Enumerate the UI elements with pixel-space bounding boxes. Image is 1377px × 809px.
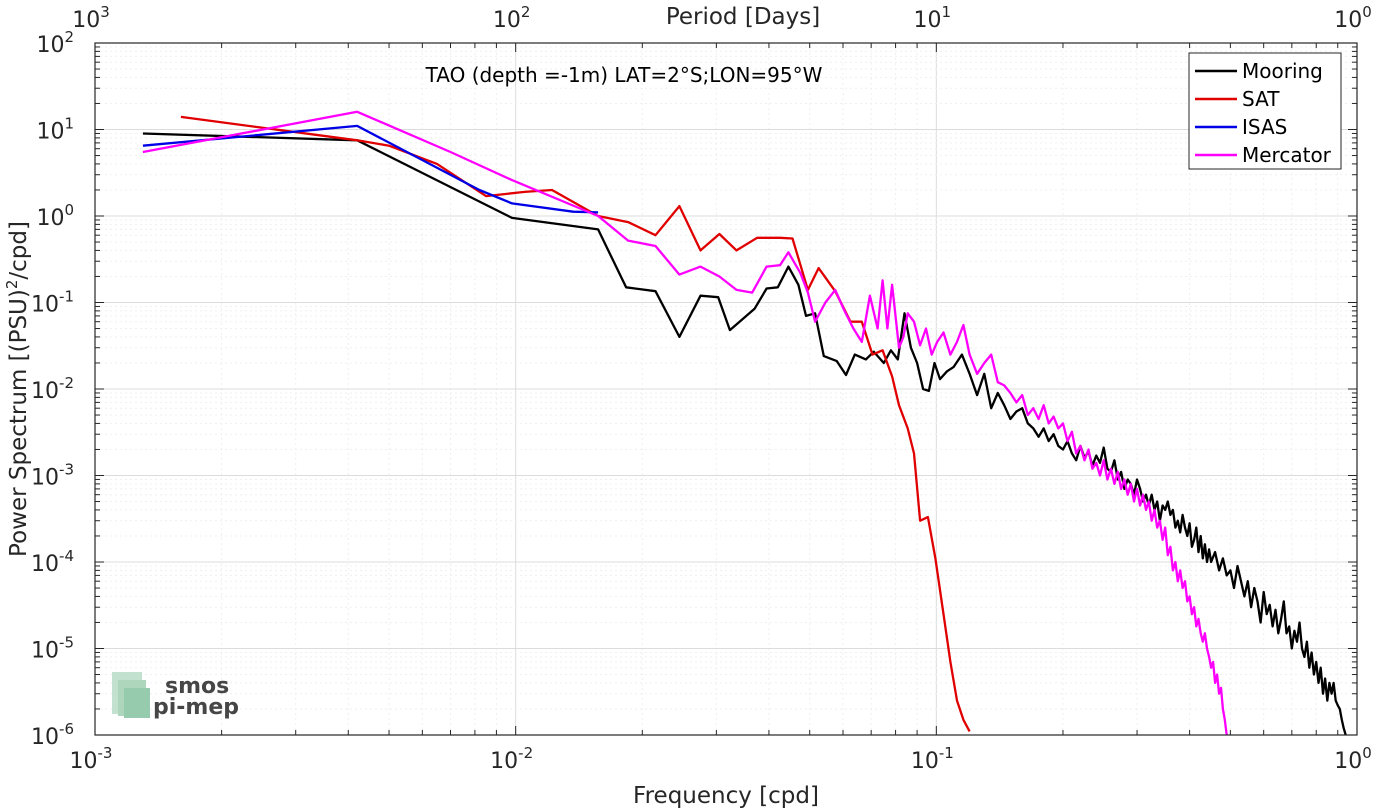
x-axis-label: Frequency [cpd]	[633, 783, 819, 809]
y-tick-label-base: 10	[31, 639, 59, 664]
legend-label-mooring: Mooring	[1242, 59, 1323, 83]
x-tick-labels: 10-3 10-2 10-1 100	[70, 744, 1372, 774]
smos-pi-mep-logo: smos pi-mep	[112, 672, 239, 720]
series-layer	[142, 110, 1347, 736]
y-tick-label-base: 10	[36, 206, 64, 231]
grid	[94, 42, 1358, 736]
legend: Mooring SAT ISAS Mercator	[1188, 52, 1342, 170]
y-tick-label: 101	[36, 115, 74, 145]
x-tick-label-exponent: 0	[1362, 744, 1372, 762]
y-tick-label: 100	[36, 201, 74, 231]
series-mooring-line	[142, 132, 1347, 736]
y-tick-label-exponent: 0	[64, 201, 74, 219]
chart-title: TAO (depth =-1m) LAT=2°S;LON=95°W	[425, 63, 823, 87]
x-tick-label-exponent: -2	[518, 744, 533, 762]
y-tick-label: 10-5	[31, 634, 74, 664]
x2-tick-label: 103	[72, 3, 110, 33]
x-tick-label: 10-1	[911, 744, 954, 774]
y-axis-label-main: Power Spectrum [(PSU)	[6, 289, 32, 557]
x2-tick-label: 100	[1334, 3, 1372, 33]
x-tick-label-base: 10	[490, 749, 518, 774]
y-tick-label: 10-3	[31, 461, 74, 491]
x-tick-label-base: 10	[70, 749, 98, 774]
y-tick-label: 102	[36, 28, 74, 58]
x2-tick-labels: 103 102 101 100	[72, 3, 1372, 33]
y-tick-label-base: 10	[36, 33, 64, 58]
y-tick-label-exponent: -5	[59, 634, 74, 652]
x-tick-label: 10-2	[490, 744, 533, 774]
x2-tick-label-exponent: 1	[942, 3, 952, 21]
x-tick-label: 10-3	[70, 744, 113, 774]
legend-label-isas: ISAS	[1242, 115, 1287, 139]
y-tick-label: 10-1	[31, 288, 74, 318]
y-tick-label-exponent: 1	[64, 115, 74, 133]
y-tick-label-base: 10	[31, 293, 59, 318]
y-tick-label-exponent: -6	[59, 720, 74, 738]
x2-tick-label-exponent: 3	[100, 3, 110, 21]
legend-label-mercator: Mercator	[1242, 143, 1332, 167]
y-tick-label-exponent: 2	[64, 28, 74, 46]
y-tick-label: 10-4	[31, 547, 74, 577]
y-tick-label-base: 10	[31, 379, 59, 404]
series-sat-line	[180, 115, 971, 732]
y-tick-label-base: 10	[31, 552, 59, 577]
y-tick-label: 10-6	[31, 720, 74, 750]
x2-tick-label-base: 10	[914, 8, 942, 33]
y-axis-label-sup: 2	[3, 280, 21, 290]
y-tick-label-base: 10	[31, 466, 59, 491]
x2-tick-label-exponent: 0	[1362, 3, 1372, 21]
y-axis-label-tail: /cpd]	[6, 221, 32, 280]
y-tick-label-base: 10	[36, 120, 64, 145]
x-tick-label-base: 10	[1334, 749, 1362, 774]
y-axis-label: Power Spectrum [(PSU)2/cpd]	[3, 221, 32, 557]
y-tick-label-base: 10	[31, 725, 59, 750]
x2-tick-label: 102	[493, 3, 531, 33]
x2-axis-label: Period [Days]	[666, 4, 820, 30]
legend-label-sat: SAT	[1242, 87, 1280, 111]
series-isas-line	[142, 124, 599, 214]
y-tick-label-exponent: -3	[59, 461, 74, 479]
x2-tick-label-base: 10	[1334, 8, 1362, 33]
ticks	[94, 42, 1358, 736]
x-tick-label-base: 10	[911, 749, 939, 774]
x-tick-label: 100	[1334, 744, 1372, 774]
x2-tick-label-base: 10	[72, 8, 100, 33]
y-tick-label: 10-2	[31, 374, 74, 404]
x-tick-label-exponent: -3	[98, 744, 113, 762]
x2-tick-label: 101	[914, 3, 952, 33]
y-tick-label-exponent: -4	[59, 547, 74, 565]
legend-box	[1188, 52, 1342, 170]
logo-text-pi-mep: pi-mep	[153, 695, 239, 720]
y-tick-label-exponent: -2	[59, 374, 74, 392]
y-tick-label-exponent: -1	[59, 288, 74, 306]
x-tick-label-exponent: -1	[939, 744, 954, 762]
logo-text-smos: smos	[165, 674, 229, 699]
x2-tick-label-exponent: 2	[521, 3, 531, 21]
series-mercator-line	[142, 110, 1228, 736]
x2-tick-label-base: 10	[493, 8, 521, 33]
logo-layer-1-icon	[124, 688, 150, 718]
